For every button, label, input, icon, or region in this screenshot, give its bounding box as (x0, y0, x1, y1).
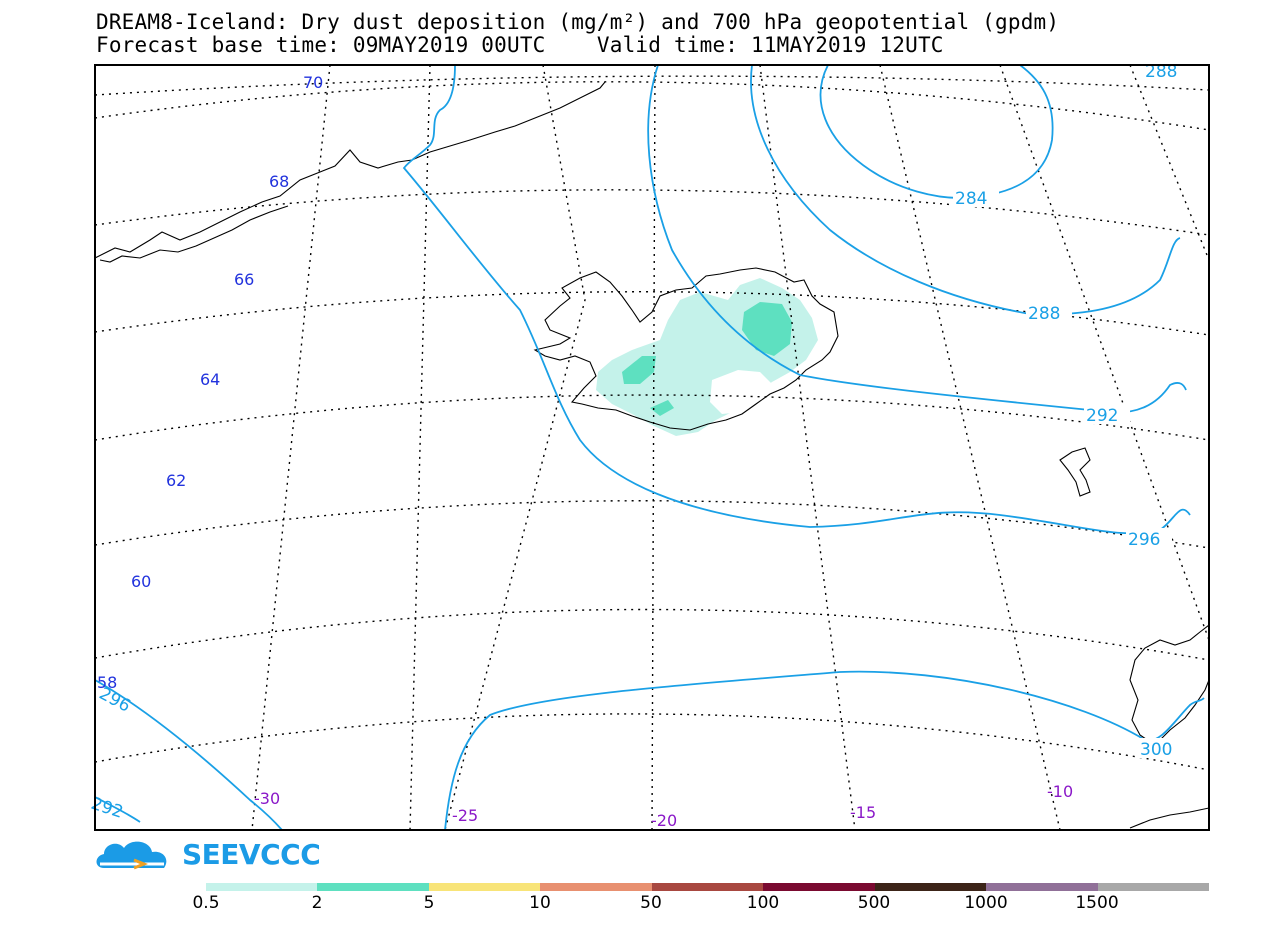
contour-label: 284 (955, 189, 987, 209)
contour-label: 288 (1028, 304, 1060, 324)
contour-label: 300 (1140, 740, 1172, 760)
lon-label: -25 (452, 806, 478, 825)
lon-label: -30 (254, 789, 280, 808)
dust-deposition-shading (596, 278, 818, 436)
legend-swatch (874, 883, 987, 891)
legend-swatch (651, 883, 764, 891)
lon-label: -15 (850, 803, 876, 822)
legend-swatch (1097, 883, 1209, 891)
seevccc-logo (96, 841, 167, 870)
lon-label: -20 (651, 811, 677, 830)
legend-label: 1500 (1075, 893, 1119, 913)
lat-label: 68 (269, 172, 289, 191)
legend-label: 50 (640, 893, 662, 913)
lon-label: -10 (1047, 782, 1073, 801)
legend-swatch (206, 883, 318, 891)
legend-label: 100 (746, 893, 780, 913)
lat-label: 60 (131, 572, 151, 591)
legend-label: 1000 (964, 893, 1008, 913)
logo-text: SEEVCCC (182, 838, 321, 871)
lat-label: 62 (166, 471, 186, 490)
legend-label: 500 (857, 893, 891, 913)
lat-label: 70 (303, 73, 323, 92)
forecast-time-line: Forecast base time: 09MAY2019 00UTC Vali… (96, 33, 944, 57)
coastlines (95, 81, 1209, 829)
graticule (95, 65, 1209, 830)
legend-swatch (540, 883, 652, 891)
contour-labels: 288 284 288 292 296 300 296 292 (88, 62, 1184, 823)
legend-label: 0.5 (192, 893, 220, 913)
legend-swatch (763, 883, 875, 891)
legend-label: 2 (311, 893, 323, 913)
legend-swatch (317, 883, 429, 891)
contour-label: 296 (1128, 530, 1160, 550)
lat-label: 64 (200, 370, 220, 389)
contour-label: 292 (1086, 406, 1118, 426)
lat-label: 58 (97, 673, 117, 692)
map-frame (94, 64, 1210, 831)
legend-swatch (428, 883, 541, 891)
legend-swatch (986, 883, 1098, 891)
map-title: DREAM8-Iceland: Dry dust deposition (mg/… (96, 10, 1060, 34)
legend-labels: 0.5 2 5 10 50 100 500 1000 1500 (0, 893, 1271, 915)
contour-label: 296 (96, 684, 134, 717)
legend-label: 5 (423, 893, 435, 913)
color-legend (206, 883, 1209, 891)
contour-label: 288 (1145, 62, 1177, 82)
lat-label: 66 (234, 270, 254, 289)
geopotential-contours (95, 65, 1205, 830)
legend-label: 10 (529, 893, 551, 913)
latitude-labels: 70 68 66 64 62 60 58 (97, 73, 323, 692)
longitude-labels: -30 -25 -20 -15 -10 (254, 782, 1073, 830)
